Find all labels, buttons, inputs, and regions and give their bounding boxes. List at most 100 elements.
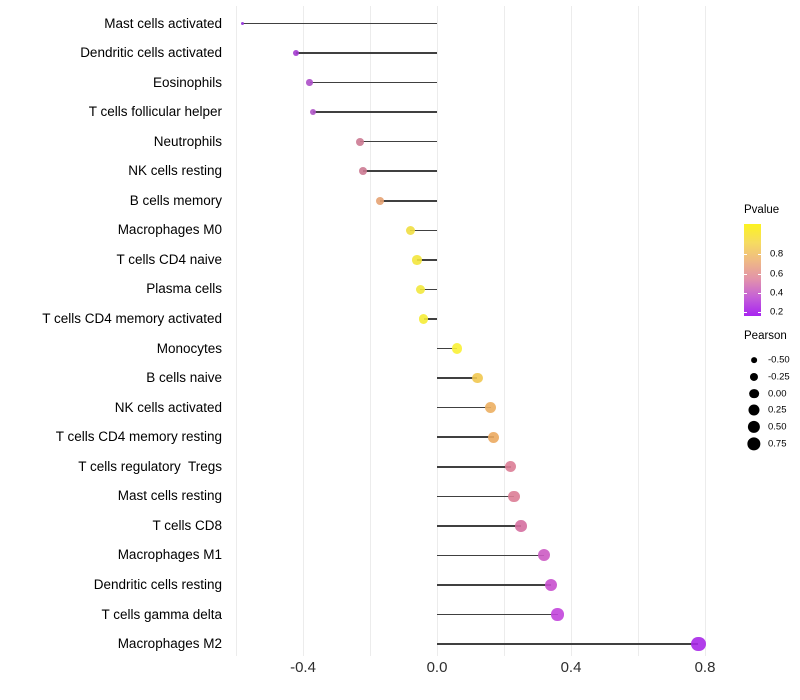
category-label: Eosinophils [152, 74, 222, 90]
pearson-legend-rows: -0.50 -0.25 0.00 0.25 0.50 0.75 [744, 352, 800, 452]
x-gridline [370, 6, 371, 656]
category-label: NK cells resting [128, 163, 222, 179]
lollipop-stem [437, 554, 545, 557]
lollipop-dot [451, 343, 463, 354]
lollipop-dot [309, 108, 317, 116]
pvalue-tick-mark [758, 273, 761, 275]
pearson-legend-dot [749, 388, 759, 399]
x-gridline [236, 6, 237, 656]
lollipop-dot [375, 196, 385, 206]
pvalue-gradient [744, 224, 761, 316]
x-gridline [504, 6, 505, 656]
pearson-legend-label: -0.50 [768, 354, 790, 366]
lollipop-dot [241, 21, 245, 26]
lollipop-stem [437, 643, 699, 645]
category-label: Dendritic cells resting [93, 576, 222, 592]
lollipop-stem [380, 200, 437, 202]
lollipop-stem [423, 318, 437, 320]
x-gridline [705, 6, 706, 656]
x-gridline [638, 6, 639, 656]
lollipop-stem [416, 259, 437, 261]
pearson-legend-label: 0.50 [768, 421, 787, 433]
pvalue-tick-mark [744, 293, 747, 294]
x-axis-tick-label: 0.0 [426, 659, 448, 676]
pearson-legend-dot [747, 420, 761, 434]
lollipop-stem [420, 288, 437, 291]
pearson-legend-label: 0.25 [768, 404, 787, 416]
lollipop-stem [313, 111, 437, 113]
pearson-legend-dot [751, 357, 757, 364]
x-gridline [437, 6, 438, 656]
lollipop-dot [306, 79, 313, 86]
pvalue-tick-label: 0.8 [770, 248, 784, 260]
category-label: Macrophages M1 [117, 547, 222, 563]
category-label: T cells CD4 memory resting [55, 429, 222, 445]
pearson-legend-row: 0.50 [744, 419, 800, 436]
pearson-legend-row: -0.50 [744, 352, 800, 369]
pearson-legend-dot [747, 437, 761, 451]
pvalue-tick-mark [758, 254, 761, 256]
pvalue-tick-mark [744, 312, 747, 314]
lollipop-dot [538, 549, 551, 562]
lollipop-stem [437, 584, 551, 586]
x-axis-tick-label: -0.4 [290, 659, 316, 676]
category-label: Mast cells resting [117, 488, 222, 504]
pvalue-legend-title: Pvalue [744, 204, 780, 216]
lollipop-dot [415, 284, 425, 295]
lollipop-dot [359, 167, 368, 176]
category-label: B cells memory [129, 192, 222, 208]
lollipop-stem [437, 406, 491, 409]
lollipop-dot [504, 461, 517, 473]
x-gridline [303, 6, 304, 656]
lollipop-dot [691, 636, 706, 652]
pearson-legend-label: 0.75 [768, 438, 787, 450]
category-label: NK cells activated [114, 399, 222, 415]
category-label: Macrophages M0 [117, 222, 222, 238]
lollipop-dot [514, 520, 527, 532]
category-label: T cells CD4 memory activated [42, 311, 222, 326]
pvalue-tick-mark [758, 312, 761, 314]
pearson-legend-label: 0.00 [768, 388, 787, 400]
lollipop-dot [405, 225, 415, 235]
pvalue-legend: Pvalue 0.8 0.6 0.4 0.2 [744, 204, 800, 318]
lollipop-stem [437, 465, 511, 468]
category-label: Monocytes [156, 340, 222, 356]
pvalue-gradient-bar: 0.8 0.6 0.4 0.2 [744, 224, 783, 318]
x-gridline [571, 6, 572, 656]
pearson-legend-row: 0.25 [744, 402, 800, 419]
pearson-legend: Pearson -0.50 -0.25 0.00 0.25 0.50 0.75 [744, 330, 800, 452]
lollipop-stem [309, 81, 437, 84]
pvalue-tick-mark [744, 254, 747, 256]
x-axis-tick-label: 0.8 [694, 659, 716, 676]
lollipop-stem [437, 347, 458, 350]
lollipop-dot [412, 255, 422, 265]
lollipop-stem [437, 525, 521, 527]
lollipop-stem [437, 613, 558, 616]
pvalue-tick-mark [744, 273, 747, 275]
category-label: T cells follicular helper [88, 104, 222, 120]
category-label: T cells regulatory Tregs [78, 458, 222, 474]
lollipop-stem [296, 52, 437, 54]
x-axis-tick-label: 0.4 [560, 659, 582, 676]
lollipop-stem [363, 170, 437, 173]
lollipop-dot [544, 578, 557, 592]
lollipop-stem [437, 436, 494, 438]
lollipop-dot [293, 50, 300, 57]
category-label: T cells gamma delta [101, 606, 222, 622]
category-label: Dendritic cells activated [80, 45, 222, 61]
pearson-legend-dot [748, 404, 760, 416]
pearson-legend-title: Pearson [744, 330, 787, 342]
lollipop-stem [359, 140, 437, 143]
pearson-legend-label: -0.25 [768, 371, 790, 383]
pearson-legend-row: 0.00 [744, 385, 800, 402]
pvalue-tick-mark [758, 293, 761, 294]
lollipop-dot [355, 137, 364, 146]
category-label: Neutrophils [153, 133, 222, 149]
category-label: Mast cells activated [104, 15, 222, 31]
lollipop-dot [488, 431, 500, 443]
category-label: Plasma cells [146, 281, 222, 297]
lollipop-stem [437, 377, 478, 379]
lollipop-stem [242, 22, 437, 25]
